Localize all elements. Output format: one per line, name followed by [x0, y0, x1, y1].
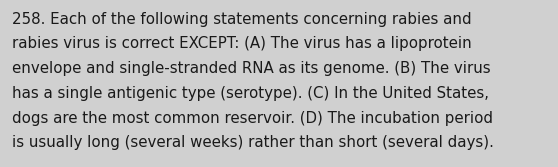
Text: 258. Each of the following statements concerning rabies and: 258. Each of the following statements co… [12, 12, 472, 27]
Text: rabies virus is correct EXCEPT: (A) The virus has a lipoprotein: rabies virus is correct EXCEPT: (A) The … [12, 36, 472, 51]
Text: has a single antigenic type (serotype). (C) In the United States,: has a single antigenic type (serotype). … [12, 86, 489, 101]
Text: dogs are the most common reservoir. (D) The incubation period: dogs are the most common reservoir. (D) … [12, 111, 493, 126]
Text: is usually long (several weeks) rather than short (several days).: is usually long (several weeks) rather t… [12, 135, 494, 150]
Text: envelope and single-stranded RNA as its genome. (B) The virus: envelope and single-stranded RNA as its … [12, 61, 491, 76]
